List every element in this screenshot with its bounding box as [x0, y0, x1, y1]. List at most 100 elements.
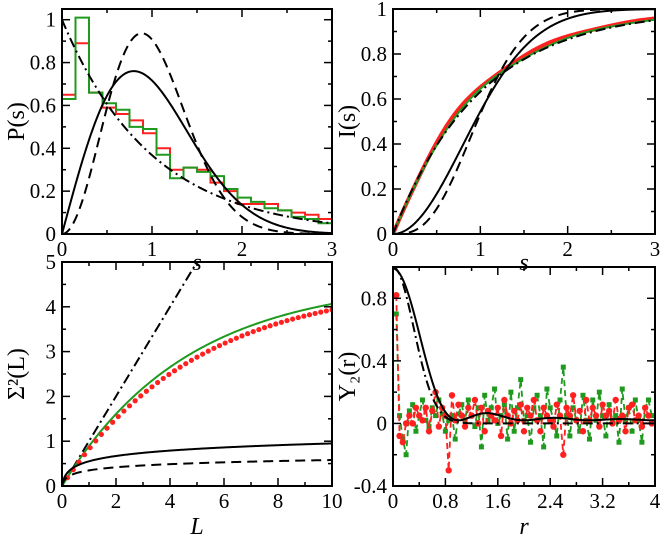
x-tick-label: 6: [219, 489, 230, 513]
green-data-curve: [62, 302, 332, 486]
green-data-point: [518, 377, 524, 383]
x-tick-label: 4: [650, 489, 661, 513]
red-data-point: [419, 417, 426, 424]
green-data-point: [403, 452, 409, 458]
x-tick-label: 2.4: [537, 489, 564, 513]
gue-curve: [62, 459, 332, 486]
green-data-point: [623, 417, 629, 423]
y-tick-label: 1: [377, 0, 388, 21]
plot-area: [62, 262, 332, 486]
green-data-point: [649, 413, 655, 419]
y-tick-label: 0: [377, 222, 388, 246]
green-data-point: [544, 386, 550, 392]
red-data-point: [471, 396, 479, 404]
y-tick-label: 0.6: [361, 87, 387, 111]
green-data-point: [613, 413, 619, 419]
red-data-point: [216, 343, 223, 349]
goe-curve: [393, 9, 655, 234]
green-data-point: [587, 436, 592, 442]
red-data-point: [306, 312, 313, 318]
red-data-point: [278, 319, 284, 325]
y-tick-label: 0.8: [361, 286, 387, 310]
red-data-point: [132, 398, 138, 404]
red-data-point: [501, 396, 508, 404]
poisson-curve: [393, 19, 655, 234]
red-data-point: [188, 357, 194, 363]
red-data-point: [416, 412, 423, 419]
green-data-point: [406, 408, 412, 414]
red-data-point: [171, 368, 178, 374]
green-data-point: [505, 436, 511, 442]
red-data-point: [256, 326, 262, 333]
red-data-point: [284, 318, 290, 324]
red-data-point: [510, 407, 518, 415]
y-tick-label: 3: [46, 340, 57, 364]
red-data-point: [537, 428, 544, 435]
y-tick-label: -0.4: [354, 474, 388, 498]
axis-frame: [61, 8, 333, 235]
x-axis-label: s: [519, 250, 528, 276]
red-data-point: [222, 340, 228, 346]
green-data-point: [446, 417, 452, 423]
green-data-point: [485, 417, 491, 423]
red-data-point: [412, 404, 420, 411]
gue-curve: [62, 32, 332, 234]
y-axis-label: I(s): [335, 105, 361, 138]
y-tick-label: 0: [46, 474, 57, 498]
red-data-point: [261, 325, 268, 331]
red-data-point: [458, 412, 465, 419]
x-tick-label: 0: [388, 489, 399, 513]
red-data-point: [149, 384, 155, 390]
plot-area: [393, 267, 655, 474]
red-data-point: [635, 412, 642, 419]
red-data-point: [177, 364, 183, 370]
red-data-point: [560, 451, 567, 458]
x-tick-label: 3.2: [589, 489, 615, 513]
red-data-point: [435, 423, 443, 430]
green-data-point: [524, 413, 530, 419]
red-data-point: [104, 425, 110, 431]
red-data-point: [115, 413, 121, 420]
green-data-point: [419, 397, 425, 403]
green-data-point: [501, 402, 507, 408]
green-data-point: [606, 402, 612, 408]
y-tick-label: 2: [46, 384, 57, 408]
red-data-point: [596, 423, 603, 430]
green-data-point: [567, 433, 573, 439]
red-data-point: [93, 438, 99, 444]
green-data-point: [433, 413, 439, 419]
green-data-point: [632, 397, 638, 403]
red-data-point: [638, 423, 646, 430]
x-tick-label: 3: [650, 237, 661, 261]
green-data-point: [557, 397, 563, 403]
red-data-markers: [393, 291, 655, 474]
green-data-point: [442, 428, 448, 434]
green-data-point: [528, 439, 534, 445]
red-data-point: [323, 308, 329, 314]
x-tick-label: 1: [475, 237, 486, 261]
red-data-point: [81, 452, 88, 458]
red-data-point: [527, 412, 534, 419]
red-data-point: [619, 412, 626, 419]
red-data-point: [553, 401, 560, 408]
poisson-curve: [62, 262, 199, 486]
red-data-point: [290, 316, 296, 322]
green-data-point: [511, 428, 517, 434]
red-data-point: [540, 404, 547, 411]
red-data-point: [520, 428, 528, 435]
green-data-point: [570, 405, 576, 411]
red-data-point: [530, 396, 538, 404]
red-hist-histogram: [62, 42, 332, 234]
green-data-point: [413, 428, 419, 434]
green-data-point: [475, 405, 481, 411]
y-axis-label: Σ²(L): [4, 348, 30, 400]
green-data-point: [603, 433, 609, 439]
red-data-point: [641, 404, 649, 411]
y-tick-label: 0.8: [30, 51, 56, 75]
red-data-point: [245, 331, 251, 337]
green-data-point: [393, 311, 399, 317]
red-data-point: [166, 371, 172, 378]
red-data-point: [301, 313, 307, 319]
green-data-point: [462, 417, 468, 423]
